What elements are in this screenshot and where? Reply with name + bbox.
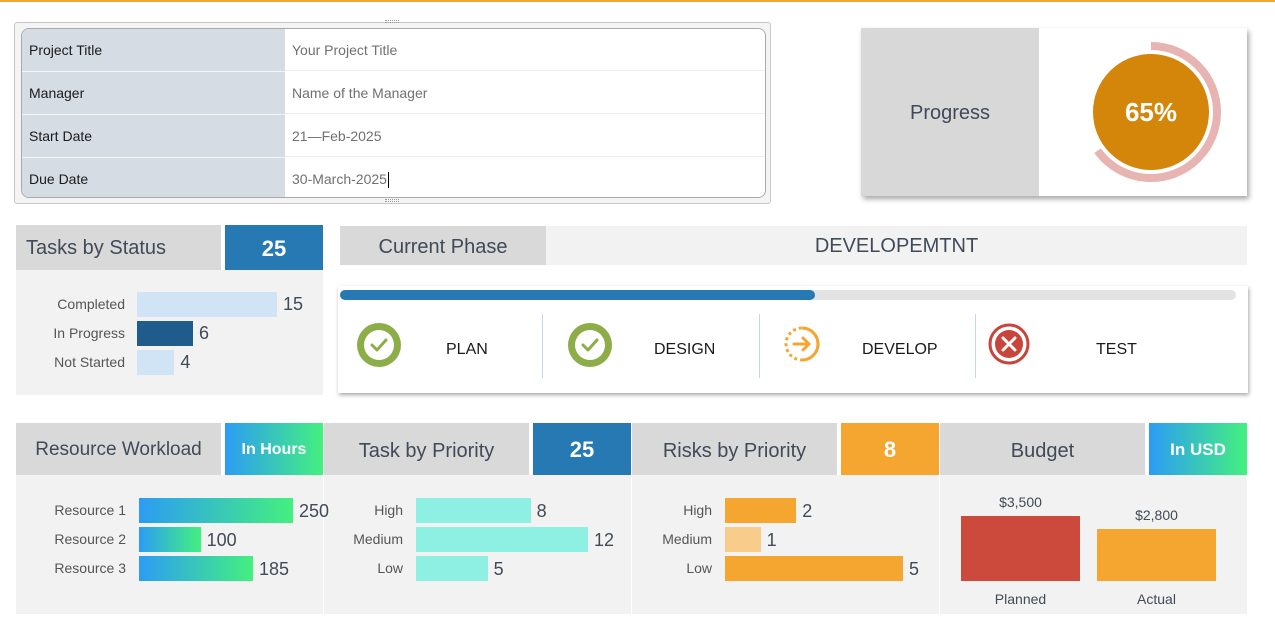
start-date-field[interactable]: 21—Feb-2025 [285, 115, 765, 157]
row-divider [22, 114, 285, 115]
progress-card: Progress 65% [861, 28, 1247, 196]
current-phase-name: DEVELOPEMTNT [814, 235, 979, 257]
task-priority-value-label: 8 [536, 501, 547, 521]
top-accent-line [0, 0, 1275, 2]
x-circle-icon [988, 323, 1030, 365]
task-priority-total-badge: 25 [533, 423, 631, 475]
phase-tracker-card: PLAN DESIGN DEVELOP TEST [338, 286, 1248, 393]
task-priority-value-label: 5 [493, 559, 504, 579]
risk-priority-bar [725, 498, 797, 523]
phase-divider [759, 314, 760, 378]
budget-unit-badge: In USD [1149, 423, 1247, 475]
resource-value-label: 100 [206, 530, 237, 550]
progress-label: Progress [861, 28, 1039, 196]
info-row-due-date: Due Date 30-March-2025 [22, 158, 765, 197]
phase-divider [975, 314, 976, 378]
risk-priority-category-label: High [683, 502, 712, 518]
task-priority-category-label: High [374, 502, 403, 518]
resource-category-label: Resource 2 [54, 531, 126, 547]
risk-priority-value-label: 5 [909, 559, 920, 579]
phase-label-design: DESIGN [654, 341, 716, 358]
risk-priority-bar [725, 556, 903, 581]
resource-bar [139, 527, 201, 552]
tasks-total-badge: 25 [225, 225, 323, 270]
resource-bar [139, 556, 253, 581]
project-title-field[interactable]: Your Project Title [285, 29, 765, 71]
task-priority-bar [416, 527, 588, 552]
resource-bar [139, 498, 293, 523]
status-value-label: 15 [283, 294, 304, 314]
resource-value-label: 185 [258, 559, 289, 579]
task-priority-title: Task by Priority [324, 423, 529, 475]
row-divider [22, 157, 285, 158]
progress-donut: 65% [1081, 42, 1221, 182]
risk-priority-category-label: Low [686, 560, 712, 576]
risk-priority-category-label: Medium [662, 531, 712, 547]
task-priority-category-label: Low [377, 560, 403, 576]
current-phase-title: Current Phase [340, 226, 546, 265]
check-circle-icon [357, 323, 401, 367]
budget-bar [1097, 529, 1216, 581]
task-priority-category-label: Medium [353, 531, 403, 547]
resource-category-label: Resource 3 [54, 560, 126, 576]
task-priority-bar [416, 556, 488, 581]
due-date-field[interactable]: 30-March-2025 [285, 158, 765, 197]
phase-divider [542, 314, 543, 378]
manager-field[interactable]: Name of the Manager [285, 72, 765, 114]
arrow-circle-icon [784, 326, 820, 362]
budget-category-label: Actual [1137, 591, 1176, 607]
risk-priority-value-label: 2 [802, 501, 813, 521]
status-category-label: Not Started [54, 354, 125, 370]
tasks-status-title: Tasks by Status [16, 225, 221, 270]
info-row-project-title: Project Title Your Project Title [22, 29, 765, 72]
info-row-manager: Manager Name of the Manager [22, 72, 765, 115]
project-info-frame[interactable]: Project Title Your Project Title Manager… [14, 20, 771, 204]
status-value-label: 4 [180, 352, 191, 372]
phase-label-test: TEST [1096, 341, 1137, 358]
status-category-label: Completed [57, 296, 125, 312]
budget-category-label: Planned [994, 591, 1047, 607]
status-bar [137, 350, 175, 375]
risk-priority-value-label: 1 [766, 530, 777, 550]
text-cursor [387, 172, 389, 189]
progress-value: 65% [1125, 97, 1177, 127]
risk-priority-title: Risks by Priority [632, 423, 837, 475]
info-label: Due Date [22, 158, 285, 197]
phase-label-plan: PLAN [446, 341, 488, 358]
resource-workload-title: Resource Workload [16, 423, 221, 475]
task-priority-value-label: 12 [594, 530, 615, 550]
status-value-label: 6 [199, 323, 210, 343]
info-row-start-date: Start Date 21—Feb-2025 [22, 115, 765, 158]
resize-handle-bottom[interactable] [385, 199, 399, 202]
row-divider [22, 71, 285, 72]
project-info-table: Project Title Your Project Title Manager… [21, 28, 766, 198]
info-label: Start Date [22, 115, 285, 157]
resource-value-label: 250 [299, 501, 330, 521]
due-date-value: 30-March-2025 [292, 171, 387, 187]
risk-priority-total-badge: 8 [841, 423, 939, 475]
budget-value-label: $3,500 [999, 494, 1042, 510]
status-category-label: In Progress [53, 325, 125, 341]
resource-unit-badge: In Hours [225, 423, 323, 475]
status-bar [137, 321, 193, 346]
resize-handle-top[interactable] [385, 20, 399, 23]
progress-disc [1093, 54, 1209, 170]
status-bar [137, 292, 277, 317]
info-label: Project Title [22, 29, 285, 71]
check-circle-icon [568, 323, 612, 367]
info-label: Manager [22, 72, 285, 114]
budget-bar [961, 516, 1080, 581]
phase-progress-track [340, 290, 1236, 300]
budget-value-label: $2,800 [1135, 507, 1178, 523]
task-priority-bar [416, 498, 531, 523]
phase-progress-fill [340, 290, 815, 300]
risk-priority-bar [725, 527, 761, 552]
progress-ring-arc [1081, 42, 1221, 182]
resource-category-label: Resource 1 [54, 502, 126, 518]
budget-title: Budget [940, 423, 1145, 475]
phase-label-develop: DEVELOP [862, 341, 938, 358]
